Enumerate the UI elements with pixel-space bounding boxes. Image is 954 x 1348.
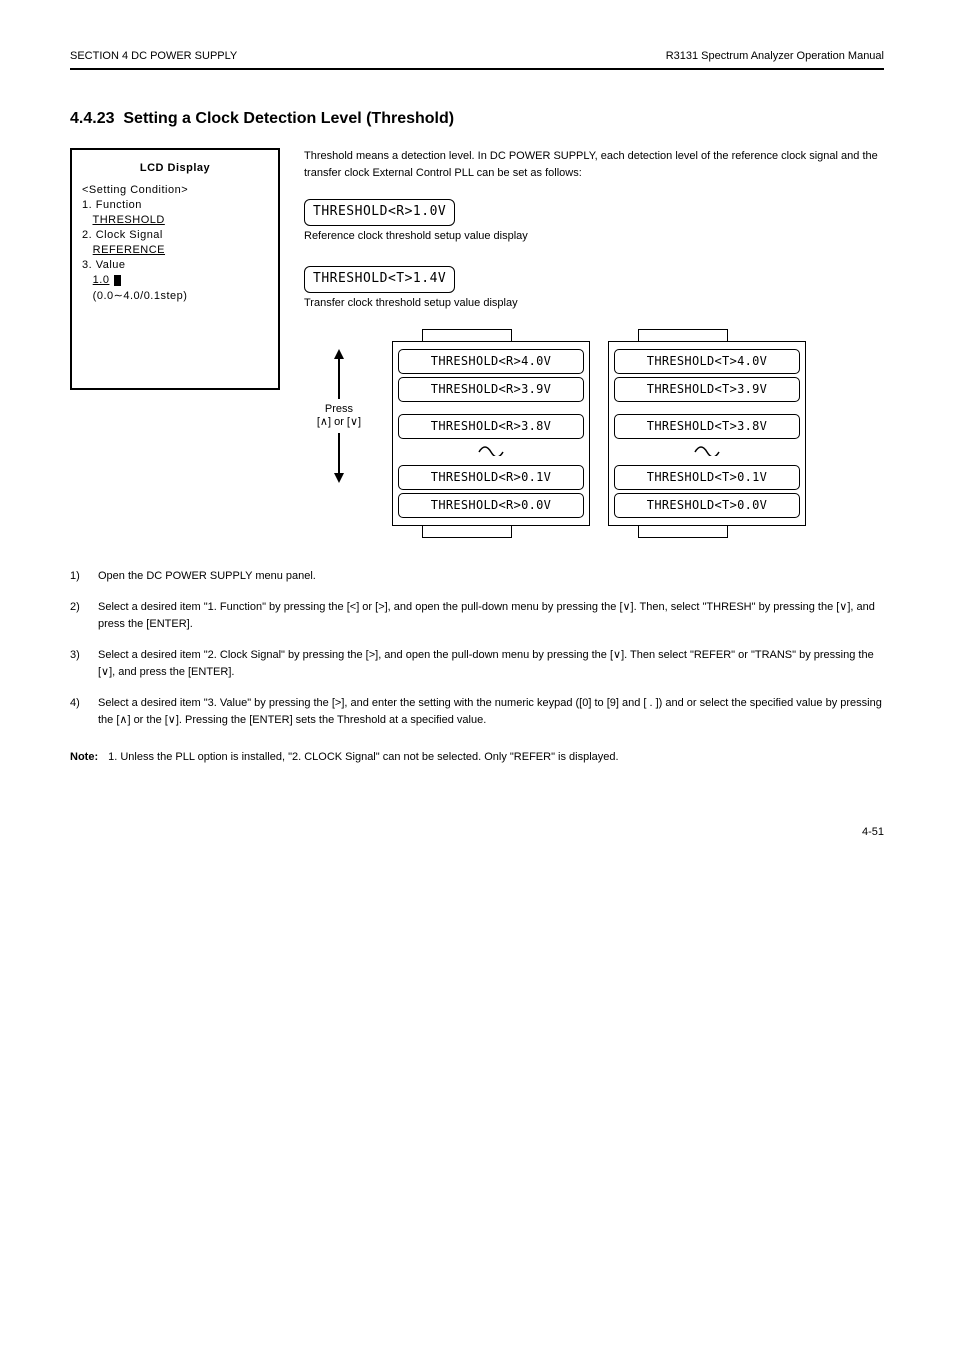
desc-p1: Threshold means a detection level. In DC… [304,148,884,181]
header-right: R3131 Spectrum Analyzer Operation Manual [666,50,884,62]
instruction-list: 1) Open the DC POWER SUPPLY menu panel. … [70,568,884,729]
main-row: LCD Display <Setting Condition> 1. Funct… [70,148,884,538]
pulldown-bottom-tab [422,526,512,538]
section-heading: Setting a Clock Detection Level (Thresho… [123,110,454,127]
omitted-icon [398,442,584,462]
item-number: 2) [70,599,88,633]
lcd-line: (0.0∼4.0/0.1step) [82,289,268,302]
omitted-icon [614,442,800,462]
threshold-r-badge: THRESHOLD<R>1.0V [304,199,455,226]
item-number: 4) [70,695,88,729]
item-text: Select a desired item "1. Function" by p… [98,599,884,633]
pulldown-diagram: Press [∧] or [∨] THRESHOLD<R>4.0V THRESH… [304,329,884,538]
lcd-line: 3. Value [82,259,268,271]
cursor-icon [114,275,121,286]
pulldown-bottom-tab [638,526,728,538]
section-number: 4.4.23 [70,110,114,127]
arrow-label-press: Press [325,403,353,415]
instruction-item: 2) Select a desired item "1. Function" b… [70,599,884,633]
header-rule [70,68,884,70]
pulldown-item: THRESHOLD<T>0.1V [614,465,800,490]
pulldown-item: THRESHOLD<T>3.9V [614,377,800,402]
item-text: Select a desired item "3. Value" by pres… [98,695,884,729]
pulldown-item: THRESHOLD<R>4.0V [398,349,584,374]
item-number: 3) [70,647,88,681]
instruction-item: 3) Select a desired item "2. Clock Signa… [70,647,884,681]
lcd-panel: LCD Display <Setting Condition> 1. Funct… [70,148,280,390]
lcd-line: <Setting Condition> [82,184,268,196]
item-text: Select a desired item "2. Clock Signal" … [98,647,884,681]
lcd-line: 1. Function [82,199,268,211]
pulldown-item: THRESHOLD<T>0.0V [614,493,800,518]
badge1-caption: Reference clock threshold setup value di… [304,228,884,245]
pulldown-body: THRESHOLD<R>4.0V THRESHOLD<R>3.9V THRESH… [392,341,590,526]
pulldown-item: THRESHOLD<R>3.9V [398,377,584,402]
lcd-line: 1.0 [82,274,268,286]
note-label: Note: [70,749,98,766]
lcd-line: THRESHOLD [82,214,268,226]
item-number: 1) [70,568,88,585]
section-title: 4.4.23 Setting a Clock Detection Level (… [70,110,884,128]
pulldown-item: THRESHOLD<R>0.1V [398,465,584,490]
item-text: Open the DC POWER SUPPLY menu panel. [98,568,884,585]
threshold-t-badge: THRESHOLD<T>1.4V [304,266,455,293]
note-text: 1. Unless the PLL option is installed, "… [108,749,618,766]
page: SECTION 4 DC POWER SUPPLY R3131 Spectrum… [0,0,954,898]
lcd-title: LCD Display [82,162,268,174]
pulldown-r: THRESHOLD<R>4.0V THRESHOLD<R>3.9V THRESH… [392,329,590,538]
pulldown-item: THRESHOLD<T>3.8V [614,414,800,439]
instruction-item: 4) Select a desired item "3. Value" by p… [70,695,884,729]
arrow-label: Press [∧] or [∨] [317,403,361,429]
arrow-up-icon [331,349,347,399]
pulldown-body: THRESHOLD<T>4.0V THRESHOLD<T>3.9V THRESH… [608,341,806,526]
description-column: Threshold means a detection level. In DC… [304,148,884,538]
page-number: 4-51 [70,826,884,838]
arrow-column: Press [∧] or [∨] [304,329,374,487]
lcd-line: 2. Clock Signal [82,229,268,241]
arrow-label-keys: [∧] or [∨] [317,416,361,428]
arrow-down-icon [331,433,347,483]
pulldown-item: THRESHOLD<T>4.0V [614,349,800,374]
lcd-line: REFERENCE [82,244,268,256]
pulldown-top-tab [638,329,728,341]
note-block: Note: 1. Unless the PLL option is instal… [70,749,884,766]
pulldown-t: THRESHOLD<T>4.0V THRESHOLD<T>3.9V THRESH… [608,329,806,538]
header-line: SECTION 4 DC POWER SUPPLY R3131 Spectrum… [70,50,884,62]
badge2-caption: Transfer clock threshold setup value dis… [304,295,884,312]
header-left: SECTION 4 DC POWER SUPPLY [70,50,237,62]
instruction-item: 1) Open the DC POWER SUPPLY menu panel. [70,568,884,585]
pulldown-item: THRESHOLD<R>0.0V [398,493,584,518]
pulldown-top-tab [422,329,512,341]
pulldown-item: THRESHOLD<R>3.8V [398,414,584,439]
